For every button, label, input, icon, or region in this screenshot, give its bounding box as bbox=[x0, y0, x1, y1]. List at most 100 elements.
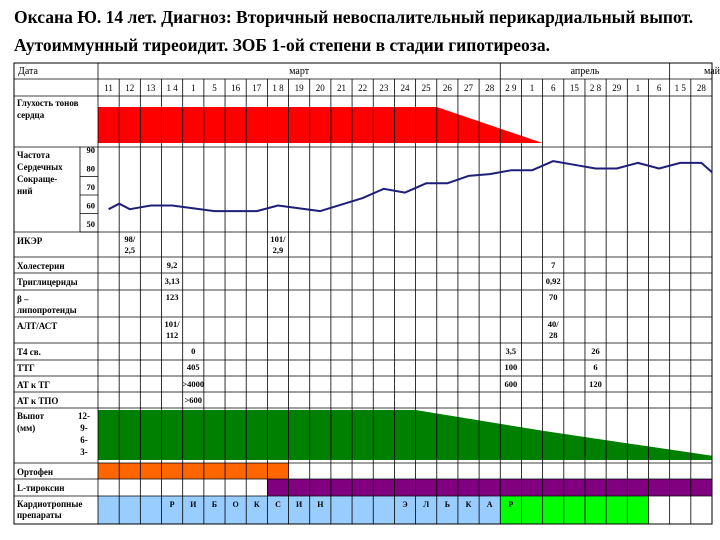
cell-value-ecg: 2,9 bbox=[273, 245, 284, 255]
cell-value-beta: 123 bbox=[166, 292, 179, 302]
effusion-tick-label: 3- bbox=[80, 447, 88, 457]
day-label: 13 bbox=[146, 83, 156, 93]
row-label-effusion: (мм) bbox=[17, 423, 35, 433]
page-title-line-1: Оксана Ю. 14 лет. Диагноз: Вторичный нев… bbox=[14, 7, 694, 27]
heart-sounds-area bbox=[98, 107, 543, 143]
day-label: 20 bbox=[316, 83, 326, 93]
cell-value-chol: 9,2 bbox=[167, 260, 178, 270]
day-label: 16 bbox=[231, 83, 241, 93]
effusion-tick-label: 9- bbox=[80, 423, 88, 433]
cardio-drug-letter: К bbox=[466, 500, 472, 509]
effusion-area bbox=[98, 410, 712, 460]
row-label-ttg: ТТГ bbox=[17, 363, 35, 373]
day-label: 2 8 bbox=[590, 83, 602, 93]
month-label: март bbox=[289, 66, 310, 77]
row-label-alt-ast: АЛТ/АСТ bbox=[17, 321, 57, 331]
month-label: апрель bbox=[571, 66, 600, 77]
row-label-heart-sounds: сердца bbox=[17, 110, 45, 120]
cardio-drug-letter: А bbox=[487, 500, 493, 509]
cell-value-attg: >4000 bbox=[182, 379, 204, 389]
ortofen-bar bbox=[98, 463, 289, 479]
row-label-cardiotropic: Кардиотропные bbox=[17, 499, 82, 509]
cell-value-ecg: 2,5 bbox=[124, 245, 135, 255]
month-label: май bbox=[704, 66, 720, 77]
day-label: 22 bbox=[358, 83, 367, 93]
cardio-drug-letter: Э bbox=[402, 500, 408, 509]
hr-tick-label: 50 bbox=[87, 219, 96, 229]
cardio-drug-letter: О bbox=[233, 500, 239, 509]
heart-rate-line bbox=[108, 160, 713, 213]
day-label: 1 8 bbox=[272, 83, 284, 93]
table-grid bbox=[13, 62, 713, 525]
day-label: 6 bbox=[657, 83, 662, 93]
cell-value-ttg: 100 bbox=[504, 362, 517, 372]
day-label: 2 9 bbox=[505, 83, 517, 93]
effusion-tick-label: 12- bbox=[78, 411, 90, 421]
effusion-tick-label: 6- bbox=[80, 435, 88, 445]
row-label-at-tg: АТ к ТГ bbox=[17, 380, 50, 390]
cardio-drug-letter: К bbox=[254, 500, 260, 509]
day-label: 25 bbox=[422, 83, 432, 93]
day-label: 5 bbox=[212, 83, 217, 93]
day-label: 21 bbox=[337, 83, 346, 93]
page-title-line-2: Аутоиммунный тиреоидит. ЗОБ 1-ой степени… bbox=[14, 35, 550, 55]
day-label: 15 bbox=[570, 83, 580, 93]
day-label: 1 bbox=[636, 83, 641, 93]
row-label-l-thyroxine: L-тироксин bbox=[17, 483, 64, 493]
day-label: 23 bbox=[379, 83, 389, 93]
cell-value-attg: 120 bbox=[589, 379, 602, 389]
hr-tick-label: 70 bbox=[87, 182, 96, 192]
cell-value-ttg: 405 bbox=[187, 362, 200, 372]
row-label-cardiotropic: препараты bbox=[17, 510, 62, 520]
day-label: 27 bbox=[464, 83, 474, 93]
row-label-ortofen: Ортофен bbox=[17, 467, 53, 477]
chart-fills bbox=[98, 107, 712, 524]
cell-value-beta: 70 bbox=[549, 292, 558, 302]
cardio-drug-letter: И bbox=[190, 500, 197, 509]
cell-value-trig: 3,13 bbox=[165, 276, 180, 286]
cell-value-t4: 3,5 bbox=[506, 346, 517, 356]
day-label: 17 bbox=[252, 83, 262, 93]
cardio-drug-letter: Р bbox=[170, 500, 175, 509]
cell-value-trig: 0,92 bbox=[546, 276, 561, 286]
row-label-at-tpo: АТ к ТПО bbox=[17, 396, 58, 406]
day-label: 11 bbox=[104, 83, 113, 93]
cardio-drug-letter: Б bbox=[212, 500, 217, 509]
cardio-drug-letter: Р bbox=[508, 500, 513, 509]
row-label-triglycerides: Триглицериды bbox=[17, 277, 78, 287]
cell-value-ecg: 101/ bbox=[270, 234, 286, 244]
day-label: 1 5 bbox=[675, 83, 687, 93]
day-label: 29 bbox=[612, 83, 622, 93]
cell-value-alt: 112 bbox=[166, 330, 178, 340]
hr-tick-label: 60 bbox=[87, 201, 96, 211]
day-label: 26 bbox=[443, 83, 453, 93]
row-label-heart-sounds: Глухость тонов bbox=[17, 98, 79, 108]
cardio-drug-letter: Л bbox=[423, 500, 429, 509]
cell-value-ecg: 98/ bbox=[124, 234, 136, 244]
row-label-heart-rate: Частота bbox=[17, 150, 50, 160]
day-label: 19 bbox=[295, 83, 305, 93]
row-label-heart-rate: Сердечных bbox=[17, 162, 63, 172]
cardio-drug-letter: Н bbox=[317, 500, 324, 509]
cell-value-alt: 101/ bbox=[165, 319, 181, 329]
cell-value-attpo: >600 bbox=[184, 395, 202, 405]
day-label: 1 bbox=[191, 83, 196, 93]
day-label: 24 bbox=[401, 83, 411, 93]
day-label: 28 bbox=[697, 83, 707, 93]
cardio-drug-letter: Ь bbox=[445, 500, 450, 509]
row-label-ecg: ИКЭР bbox=[17, 236, 43, 246]
row-label-heart-rate: ний bbox=[17, 186, 33, 196]
day-label: 1 4 bbox=[166, 83, 178, 93]
cell-value-alt: 40/ bbox=[548, 319, 560, 329]
cell-value-attg: 600 bbox=[504, 379, 517, 389]
row-label-heart-rate: Сокраще- bbox=[17, 174, 57, 184]
cell-value-alt: 28 bbox=[549, 330, 558, 340]
cell-value-t4: 0 bbox=[191, 346, 195, 356]
day-label: 1 bbox=[530, 83, 535, 93]
row-label-beta-lipoproteins: β – bbox=[17, 294, 29, 304]
row-label-beta-lipoproteins: липопротеиды bbox=[17, 305, 77, 315]
date-label: Дата bbox=[18, 66, 38, 77]
row-label-cholesterol: Холестерин bbox=[17, 261, 65, 271]
